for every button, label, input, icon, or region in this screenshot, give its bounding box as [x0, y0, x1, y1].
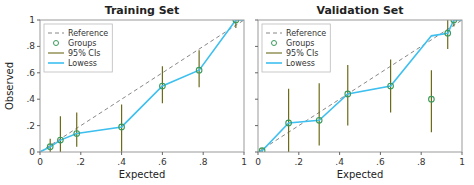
x-tick — [462, 152, 463, 155]
y-tick — [37, 20, 40, 21]
legend-handle — [266, 52, 282, 53]
x-tick-label: .6 — [158, 157, 167, 167]
legend-label: Reference — [68, 29, 108, 38]
x-tick-label: 1 — [241, 157, 247, 167]
x-tick — [80, 152, 81, 155]
legend-handle — [48, 52, 64, 53]
legend-handle — [54, 41, 59, 46]
x-tick — [380, 152, 381, 155]
legend-label: Groups — [286, 39, 315, 48]
legend-handle — [266, 62, 282, 64]
x-tick — [421, 152, 422, 155]
x-tick — [339, 152, 340, 155]
y-tick — [255, 72, 258, 73]
title: Training Set — [105, 4, 180, 17]
x-tick-label: .4 — [335, 157, 344, 167]
y-tick — [37, 72, 40, 73]
x-tick-label: 0 — [37, 157, 43, 167]
y-tick-label: .2 — [26, 121, 35, 131]
legend: ReferenceGroups95% CIsLowess — [44, 24, 112, 72]
frame — [40, 20, 244, 152]
y-tick — [255, 152, 258, 153]
y-tick — [255, 20, 258, 21]
plot-area — [258, 20, 462, 152]
marks — [258, 20, 462, 152]
lowess-line — [40, 20, 244, 152]
y-tick — [37, 125, 40, 126]
legend-handle — [48, 62, 64, 64]
x-tick — [298, 152, 299, 155]
group-marker — [160, 83, 166, 89]
group-marker — [58, 137, 64, 143]
legend-handle — [266, 32, 282, 33]
legend-frame — [262, 24, 330, 72]
x-tick-label: .2 — [295, 157, 304, 167]
group-marker — [259, 148, 265, 152]
x-tick-label: 0 — [255, 157, 261, 167]
x-tick — [244, 152, 245, 155]
ci-line — [447, 20, 448, 49]
x-axis-label: Expected — [119, 169, 166, 180]
legend-label: Lowess — [286, 59, 315, 68]
panel: 0 .2 .4 .6 .8 1 0 .2 .4 .6 .8 1 Training Set Expected… — [4, 4, 247, 180]
group-marker — [388, 83, 394, 89]
x-tick-label: .6 — [376, 157, 385, 167]
frame — [258, 20, 462, 152]
y-tick-label: 0 — [29, 147, 35, 157]
y-tick — [37, 99, 40, 100]
legend-label: 95% CIs — [68, 49, 100, 58]
y-tick — [255, 125, 258, 126]
group-marker — [316, 118, 322, 124]
ci-line — [121, 104, 122, 152]
group-marker — [74, 131, 80, 137]
x-tick-label: .2 — [77, 157, 86, 167]
y-tick — [37, 152, 40, 153]
group-marker — [429, 96, 435, 102]
group-marker — [445, 30, 451, 36]
reference-line — [258, 20, 462, 152]
panel: 0 .2 .4 .6 .8 1 Validation Set Expected Referenc… — [255, 4, 465, 180]
lowess-line — [258, 20, 462, 152]
legend-label: Lowess — [68, 59, 97, 68]
legend-handle — [48, 32, 64, 33]
group-marker — [119, 124, 125, 130]
group-marker — [196, 67, 202, 73]
group-marker — [286, 120, 292, 126]
y-tick — [255, 99, 258, 100]
x-tick — [162, 152, 163, 155]
legend: ReferenceGroups95% CIsLowess — [262, 24, 330, 72]
group-marker — [47, 144, 53, 150]
y-tick-label: .8 — [26, 41, 35, 51]
legend-label: 95% CIs — [286, 49, 318, 58]
y-tick — [37, 46, 40, 47]
y-tick — [255, 46, 258, 47]
figure: 0.2.4.6.810.2.4.6.81Training SetExpected… — [0, 0, 474, 185]
marks — [40, 20, 244, 152]
legend-label: Reference — [286, 29, 326, 38]
y-axis-label: Observed — [4, 62, 15, 110]
ci-line — [431, 70, 432, 132]
ci-line — [162, 66, 163, 103]
legend-frame — [44, 24, 112, 72]
x-axis-label: Expected — [337, 169, 384, 180]
group-marker — [345, 91, 351, 97]
reference-line — [40, 20, 244, 152]
y-tick-label: 1 — [29, 15, 35, 25]
y-tick-label: .6 — [26, 68, 35, 78]
ci-line — [76, 112, 77, 146]
plot-area — [40, 20, 244, 152]
y-tick-label: .4 — [26, 94, 35, 104]
x-tick-label: .8 — [417, 157, 426, 167]
x-tick — [203, 152, 204, 155]
legend-handle — [272, 41, 277, 46]
x-tick-label: .4 — [117, 157, 126, 167]
x-tick-label: 1 — [459, 157, 465, 167]
legend-label: Groups — [68, 39, 97, 48]
x-tick — [121, 152, 122, 155]
x-tick-label: .8 — [199, 157, 208, 167]
title: Validation Set — [316, 4, 403, 17]
ci-line — [60, 116, 61, 152]
ci-line — [319, 83, 320, 145]
